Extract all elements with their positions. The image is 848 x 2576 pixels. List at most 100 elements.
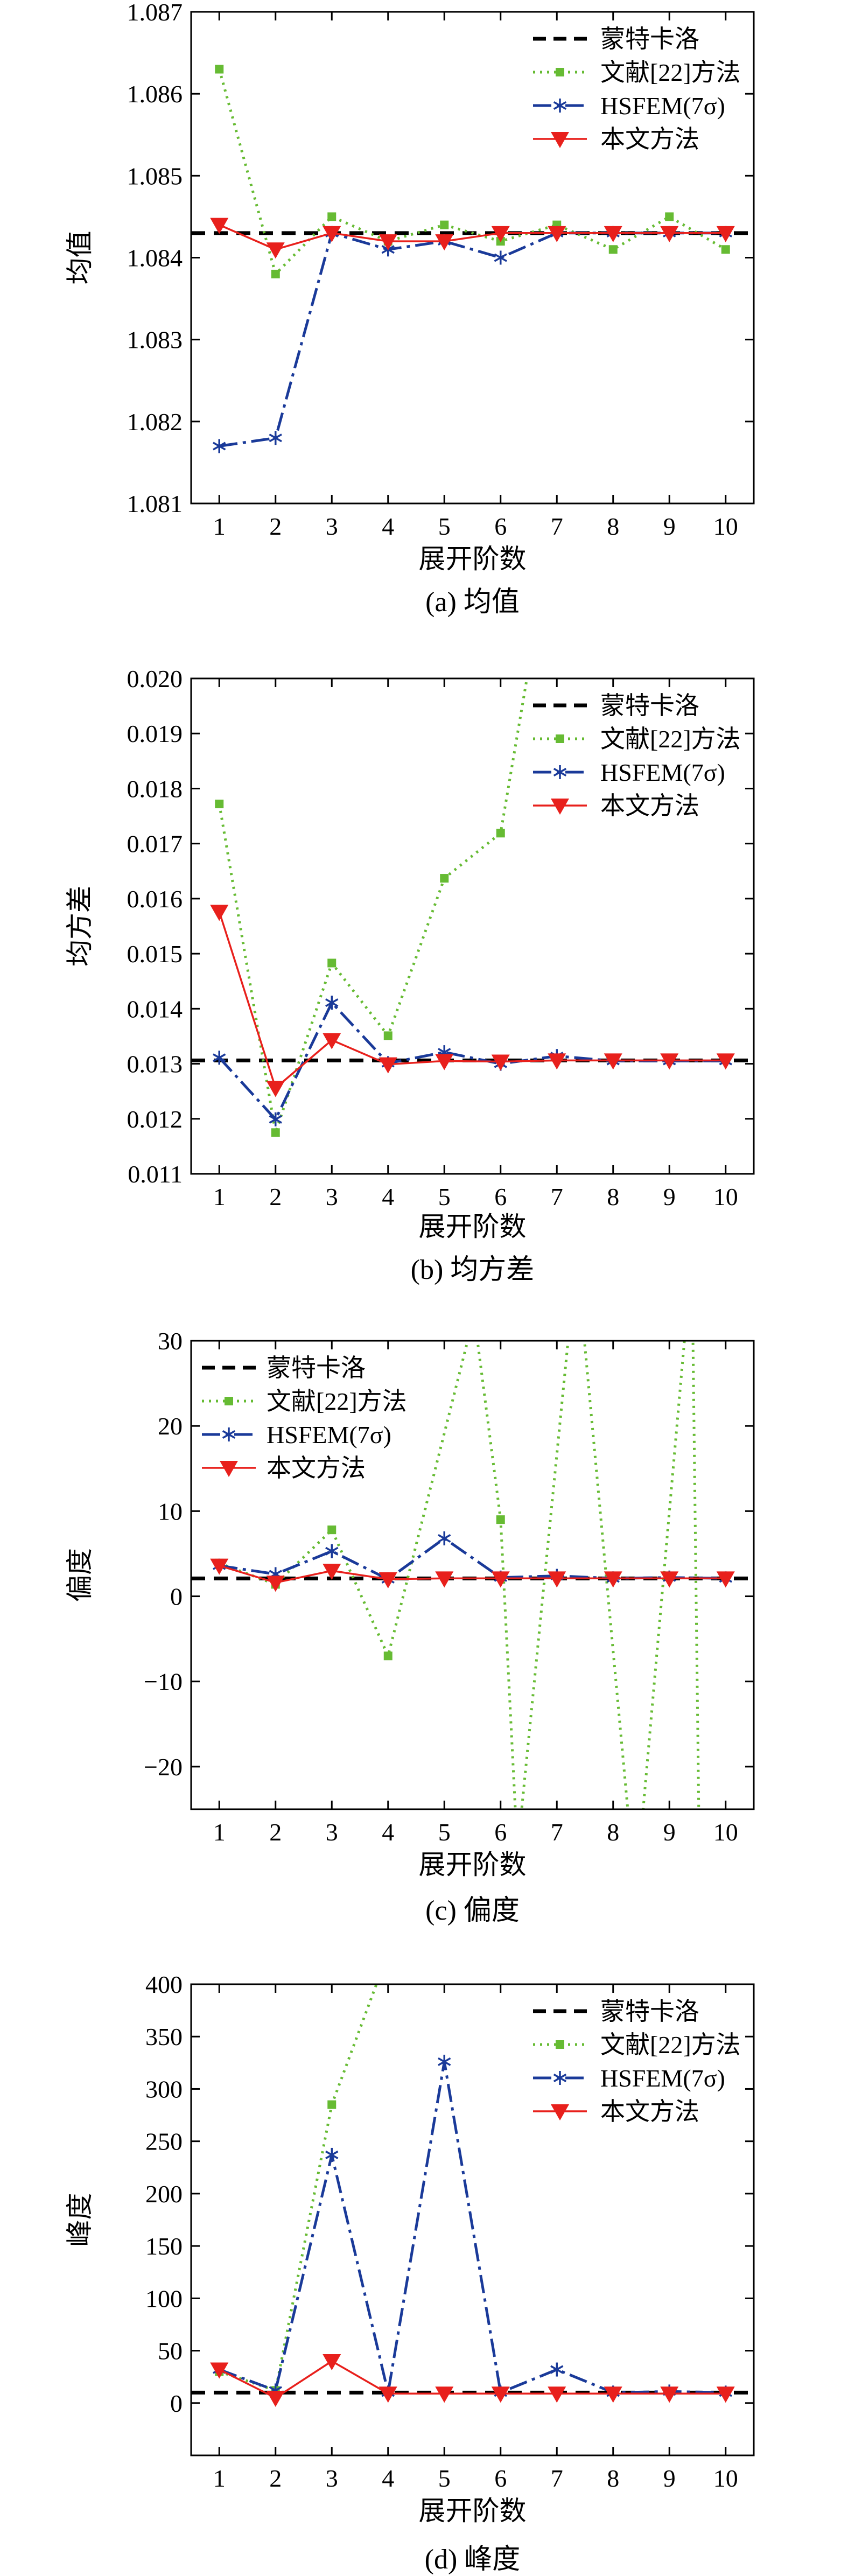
y-tick-label: 1.081 xyxy=(127,490,183,517)
data-point-hs xyxy=(325,996,339,1010)
x-tick-label: 2 xyxy=(269,1818,282,1846)
data-point-ref xyxy=(327,958,337,968)
x-tick-label: 1 xyxy=(213,1183,226,1210)
y-tick-label: 1.085 xyxy=(127,162,183,190)
data-point-hs xyxy=(325,1544,339,1558)
series-group xyxy=(191,678,754,1137)
data-point-our xyxy=(435,1054,454,1070)
plot-frame xyxy=(190,1340,755,1810)
x-tick-label: 6 xyxy=(494,1818,507,1846)
x-tick-label: 10 xyxy=(713,1818,738,1846)
series-group xyxy=(191,65,754,453)
y-axis-label: 偏度 xyxy=(65,1548,95,1602)
data-point-hs xyxy=(438,1531,451,1545)
legend-label-mc: 蒙特卡洛 xyxy=(600,25,699,53)
data-point-hs xyxy=(213,439,226,453)
x-tick-label: 4 xyxy=(382,1183,394,1210)
data-point-our xyxy=(435,234,454,251)
y-tick-label: 0 xyxy=(170,2390,183,2417)
data-point-our xyxy=(491,226,510,242)
data-point-our xyxy=(548,2386,566,2403)
x-tick-label: 6 xyxy=(494,1183,507,1210)
y-tick-label: 0.014 xyxy=(127,995,183,1023)
data-point-our xyxy=(716,1571,735,1588)
y-axis-label: 均值 xyxy=(65,231,95,285)
series-line-our xyxy=(219,1564,726,1584)
series-group xyxy=(191,1984,754,2407)
y-tick-label: 400 xyxy=(145,1971,183,1998)
series-line-hs xyxy=(219,2060,726,2394)
x-tick-label: 3 xyxy=(326,1818,338,1846)
x-tick-label: 3 xyxy=(326,2465,338,2492)
chart-caption: (a) 均值 xyxy=(425,587,520,618)
y-tick-label: 0.018 xyxy=(127,775,183,802)
data-point-our xyxy=(379,234,397,251)
data-point-our xyxy=(548,1571,566,1588)
data-point-our xyxy=(379,2386,397,2403)
series-group xyxy=(191,1341,754,1809)
x-tick-label: 4 xyxy=(382,1818,394,1846)
legend-label-mc: 蒙特卡洛 xyxy=(600,692,699,719)
data-point-our xyxy=(266,1576,285,1592)
x-tick-label: 7 xyxy=(551,1183,563,1210)
x-tick-label: 3 xyxy=(326,513,338,540)
data-point-our xyxy=(379,1572,397,1588)
legend-label-ref: 文献[22]方法 xyxy=(600,59,741,86)
data-point-our xyxy=(210,2362,229,2379)
data-point-our xyxy=(210,905,229,921)
data-point-our xyxy=(604,226,622,242)
x-axis-label: 展开阶数 xyxy=(419,544,527,574)
data-point-our xyxy=(660,226,679,242)
chart-panel-4: 1 2 3 4 5 6 7 8 9 10050100150200250300350400展开阶数峰… xyxy=(65,1971,755,2575)
data-point-hs xyxy=(550,2362,564,2377)
x-tick-label: 3 xyxy=(326,1183,338,1210)
y-tick-label: 10 xyxy=(158,1497,183,1525)
x-tick-label: 10 xyxy=(713,2465,738,2492)
y-tick-label: −20 xyxy=(144,1753,183,1781)
legend-label-hs: HSFEM(7σ) xyxy=(600,92,725,120)
y-tick-label: 0.013 xyxy=(127,1051,183,1078)
data-point-hs xyxy=(325,2147,339,2162)
legend-label-ref: 文献[22]方法 xyxy=(600,725,741,753)
data-point-ref xyxy=(721,245,730,254)
y-tick-label: 150 xyxy=(145,2232,183,2260)
x-tick-label: 5 xyxy=(438,513,451,540)
series-line-hs xyxy=(219,1537,726,1581)
data-point-hs xyxy=(269,1112,282,1126)
legend-label-hs: HSFEM(7σ) xyxy=(600,2064,725,2092)
legend-label-hs: HSFEM(7σ) xyxy=(267,1421,391,1448)
data-point-ref xyxy=(215,800,224,809)
chart-caption: (d) 峰度 xyxy=(425,2544,521,2575)
data-point-our xyxy=(716,2386,735,2403)
data-point-our xyxy=(266,1081,285,1097)
data-point-our xyxy=(210,218,229,234)
y-tick-label: 0.015 xyxy=(127,940,183,968)
data-point-our xyxy=(604,1053,622,1070)
plot-frame xyxy=(190,1983,755,2456)
x-axis-label: 展开阶数 xyxy=(419,2496,527,2526)
x-tick-label: 7 xyxy=(551,2465,563,2492)
series-line-our xyxy=(219,223,726,251)
data-point-our xyxy=(379,1057,397,1074)
x-tick-label: 8 xyxy=(607,513,619,540)
x-tick-label: 2 xyxy=(269,2465,282,2492)
x-tick-label: 5 xyxy=(438,1183,451,1210)
x-tick-label: 6 xyxy=(494,513,507,540)
data-point-our xyxy=(435,2386,454,2403)
y-tick-label: 30 xyxy=(158,1327,183,1355)
data-point-ref xyxy=(608,245,618,254)
series-line-our xyxy=(218,911,726,1089)
data-point-ref xyxy=(271,1128,280,1137)
y-tick-label: 250 xyxy=(145,2128,183,2155)
y-tick-label: 1.082 xyxy=(127,408,183,436)
x-tick-label: 2 xyxy=(269,1183,282,1210)
data-point-our xyxy=(548,1053,566,1070)
data-point-our xyxy=(266,2391,285,2407)
data-point-our xyxy=(604,1571,622,1588)
x-axis-label: 展开阶数 xyxy=(419,1850,527,1880)
x-tick-label: 9 xyxy=(663,2465,676,2492)
